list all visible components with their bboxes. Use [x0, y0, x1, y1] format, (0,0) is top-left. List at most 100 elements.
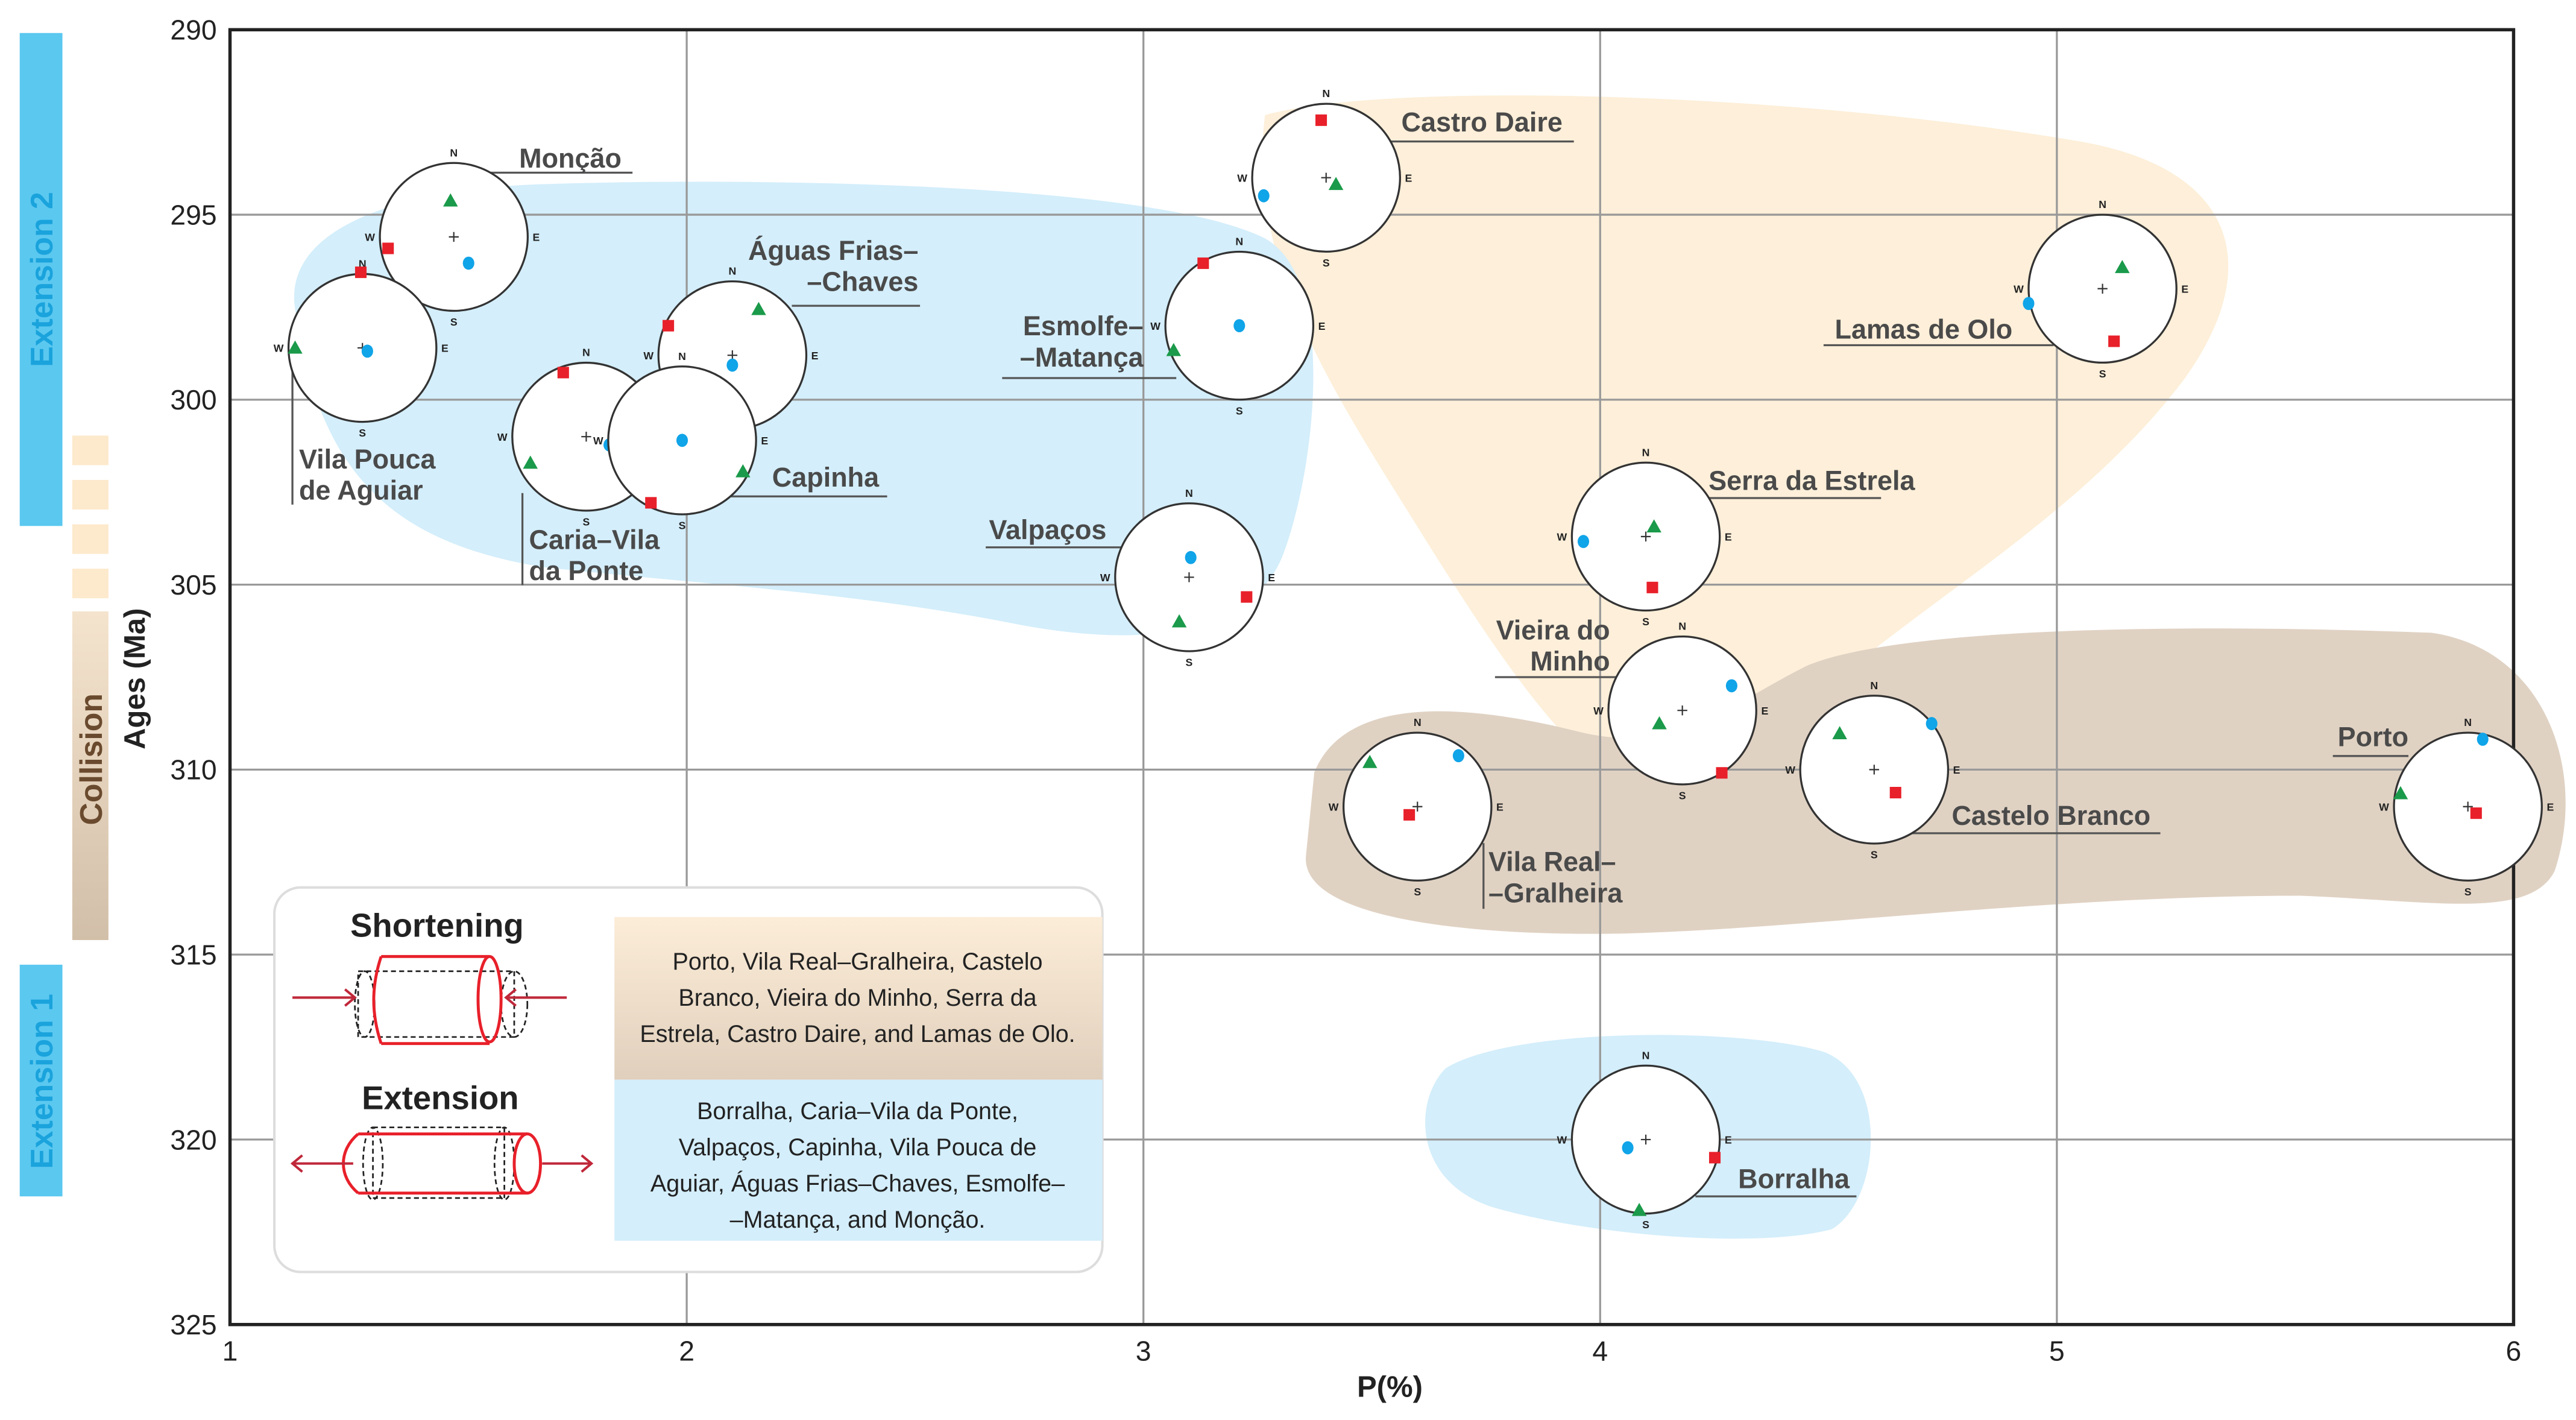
ticks: 1 2 3 4 5 6 290 295 300 305 310 315 320 325: [170, 14, 2521, 1367]
legend-line: Estrela, Castro Daire, and Lamas de Olo.: [640, 1021, 1075, 1047]
triangle-marker: [1631, 1202, 1647, 1216]
compass-w: W: [274, 342, 284, 355]
y-tick-label: 305: [170, 569, 216, 601]
compass-n: N: [1642, 446, 1650, 458]
center-cross-icon: [581, 432, 591, 442]
site-label: Castelo Branco: [1951, 800, 2150, 831]
site-label: Vila Real–: [1488, 847, 1616, 877]
stereonet-esmolfe-matanc-a: Esmolfe––Matança N S E W: [1002, 236, 1326, 417]
square-marker: [557, 367, 569, 379]
x-tick-label: 3: [1136, 1336, 1151, 1367]
site-label: Capinha: [772, 462, 880, 493]
square-marker: [1646, 581, 1658, 593]
circle-marker: [1185, 551, 1197, 564]
site-label: Minho: [1530, 646, 1610, 677]
compass-e: E: [1761, 705, 1768, 717]
site-label: Serra da Estrela: [1708, 465, 1915, 496]
site-label: Lamas de Olo: [1834, 314, 2012, 345]
plot-frame: [228, 28, 2516, 1327]
square-marker: [2470, 807, 2482, 819]
compass-s: S: [583, 516, 590, 528]
circle-marker: [1258, 189, 1270, 203]
compass-n: N: [1414, 716, 1422, 728]
compass-e: E: [2546, 801, 2554, 813]
y-tick-label: 320: [170, 1124, 216, 1155]
compass-n: N: [582, 347, 590, 359]
compass-w: W: [2379, 801, 2389, 813]
compass-n: N: [1185, 487, 1193, 499]
circle-marker: [462, 256, 474, 270]
compass-e: E: [1405, 172, 1412, 185]
compass-s: S: [2099, 368, 2106, 380]
site-label: de Aguiar: [299, 475, 423, 506]
compass-w: W: [593, 435, 603, 447]
site-label: Caria–Vila: [529, 524, 660, 555]
compass-n: N: [450, 147, 458, 159]
site-label: Monção: [519, 143, 622, 174]
legend-line: Borralha, Caria–Vila da Ponte,: [697, 1098, 1018, 1125]
compass-w: W: [1593, 705, 1604, 717]
compass-e: E: [533, 232, 540, 244]
circle-marker: [1622, 1141, 1634, 1155]
compass-s: S: [1323, 257, 1330, 269]
stereonet-capinha: Capinha N S E W: [593, 350, 887, 531]
compass-n: N: [678, 350, 686, 362]
site-label: Vieira do: [1496, 614, 1610, 645]
stereonet-lamas-de-olo: Lamas de Olo N S E W: [1823, 198, 2188, 380]
compass-n: N: [1678, 620, 1686, 633]
compass-s: S: [359, 427, 366, 439]
center-cross-icon: [1412, 801, 1423, 812]
x-tick-label: 2: [679, 1336, 694, 1367]
compass-w: W: [1100, 572, 1110, 584]
compass-w: W: [1150, 320, 1160, 332]
triangle-marker: [523, 455, 538, 469]
center-cross-icon: [2463, 801, 2473, 812]
compass-s: S: [1414, 886, 1421, 898]
square-marker: [645, 497, 657, 509]
y-tick-label: 310: [170, 754, 216, 786]
legend-extension-title: Extension: [362, 1080, 518, 1117]
compass-n: N: [1322, 87, 1330, 99]
legend-shortening-title: Shortening: [350, 907, 524, 944]
compass-w: W: [1329, 801, 1339, 813]
square-marker: [1716, 767, 1728, 779]
circle-marker: [1452, 749, 1464, 763]
period-extension-2: Extension 2: [19, 33, 63, 526]
period-collision: Collision: [72, 611, 109, 941]
site-label: Águas Frias–: [748, 235, 918, 266]
compass-w: W: [1237, 172, 1247, 185]
compass-n: N: [1642, 1049, 1650, 1061]
site-label: da Ponte: [529, 555, 643, 586]
compass-w: W: [1557, 1134, 1567, 1146]
circle-marker: [1233, 319, 1245, 333]
compass-s: S: [450, 316, 458, 328]
compass-s: S: [1642, 1219, 1649, 1231]
site-label: Valpaços: [989, 514, 1107, 545]
legend-line: Valpaços, Capinha, Vila Pouca de: [679, 1134, 1037, 1161]
compass-s: S: [1236, 405, 1243, 417]
triangle-marker: [2115, 260, 2130, 273]
triangle-marker: [1832, 726, 1847, 739]
triangle-marker: [1362, 754, 1378, 768]
y-tick-label: 290: [170, 14, 216, 46]
x-tick-label: 5: [2049, 1336, 2065, 1367]
circle-marker: [726, 358, 738, 372]
compass-w: W: [365, 232, 375, 244]
compass-s: S: [2464, 886, 2472, 898]
compass-e: E: [811, 350, 819, 362]
site-label: –Chaves: [807, 267, 918, 297]
region-shortening: [1262, 95, 2229, 797]
compass-w: W: [497, 431, 508, 443]
compass-s: S: [1186, 656, 1193, 668]
stereonet-borralha: Borralha N S E W: [1557, 1049, 1857, 1231]
square-marker: [1241, 591, 1253, 603]
x-tick-label: 4: [1592, 1336, 1608, 1367]
circle-marker: [2477, 733, 2489, 746]
compass-e: E: [1725, 1134, 1732, 1146]
triangle-marker: [735, 464, 751, 478]
circle-marker: [1926, 717, 1938, 730]
circle-marker: [361, 344, 373, 358]
